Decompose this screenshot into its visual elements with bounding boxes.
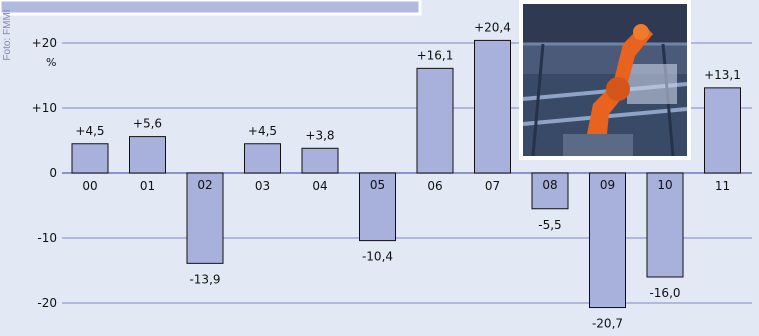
bar [646,172,684,278]
top-banner [0,0,422,16]
category-label: 03 [255,179,270,193]
value-label: +4,5 [248,124,277,138]
bar [301,147,339,174]
category-label: 01 [140,179,155,193]
category-label: 00 [82,179,97,193]
value-label: -20,7 [592,317,623,331]
y-tick-label: +20 [32,36,57,50]
robot-photo [519,0,691,160]
value-label: +20,4 [474,20,511,34]
category-label: 11 [715,179,730,193]
category-label: 06 [427,179,442,193]
category-label: 04 [312,179,327,193]
industrial-robot-image [523,4,687,156]
value-label: -16,0 [649,286,680,300]
bar [474,39,511,174]
value-label: -5,5 [538,218,561,232]
value-label: -10,4 [362,250,393,264]
value-label: -13,9 [189,272,220,286]
labels: +20 +10 0 -10 -20 00 +4,5 01 +5,6 02 -13,9 03 +4,5 04… [32,20,741,330]
bar [531,172,569,210]
category-label: 07 [485,179,500,193]
y-tick-label: +10 [32,101,57,115]
y-tick-label: -10 [37,231,57,245]
category-label: 08 [542,178,557,192]
value-label: +16,1 [417,48,454,62]
category-label: 02 [197,178,212,192]
value-label: +5,6 [133,117,162,131]
bar [359,172,396,242]
category-label: 10 [657,178,672,192]
value-label: +3,8 [305,128,334,142]
bars [71,39,741,309]
y-tick-label: -20 [37,296,57,310]
bar [129,136,166,174]
bar [704,87,741,174]
bar [416,67,454,174]
value-label: +4,5 [75,124,104,138]
bar [244,143,281,174]
photo-credit: Foto: FMMI [2,9,13,61]
category-label: 05 [370,178,385,192]
y-axis-unit: % [46,56,57,69]
bar [589,172,626,309]
value-label: +13,1 [704,68,741,82]
category-label: 09 [600,178,615,192]
y-tick-label: 0 [49,166,57,180]
bar [71,143,109,174]
bar [186,172,224,264]
